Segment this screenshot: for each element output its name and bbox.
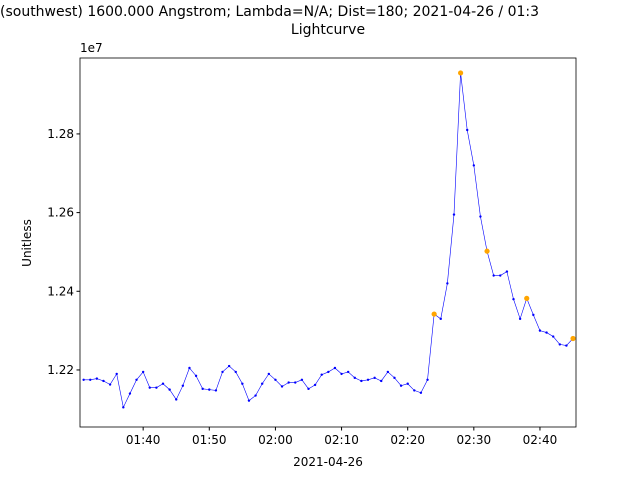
data-point <box>128 392 132 395</box>
data-point <box>373 376 376 380</box>
data-point <box>122 406 125 409</box>
data-point <box>565 344 568 347</box>
data-point <box>380 379 383 383</box>
data-point <box>260 382 264 385</box>
x-axis-label: 2021-04-26 <box>293 455 363 469</box>
data-point <box>320 373 323 376</box>
highlight-point <box>570 335 576 342</box>
x-tick-label: 02:10 <box>324 433 359 447</box>
y-tick-label: 1.28 <box>47 127 74 141</box>
data-point <box>366 378 370 381</box>
data-point <box>479 215 482 218</box>
data-point <box>241 382 244 385</box>
data-point <box>267 372 271 376</box>
data-point <box>426 378 429 381</box>
data-point <box>102 379 105 383</box>
data-point <box>492 274 495 277</box>
data-point <box>327 370 330 374</box>
x-tick-label: 01:50 <box>192 433 227 447</box>
data-point <box>439 317 442 321</box>
y-tick-label: 1.24 <box>47 284 74 298</box>
data-point <box>194 374 198 378</box>
data-point <box>221 370 224 374</box>
data-point <box>155 386 158 389</box>
data-point <box>89 378 92 381</box>
data-point <box>545 331 548 334</box>
data-point <box>446 282 449 285</box>
data-point <box>419 391 423 394</box>
highlight-point <box>431 311 437 317</box>
data-point <box>294 381 297 384</box>
data-point <box>300 378 304 381</box>
data-point <box>115 372 118 376</box>
data-point <box>227 364 231 368</box>
data-point <box>551 335 555 338</box>
data-point <box>353 376 356 380</box>
data-point <box>505 270 509 273</box>
data-point <box>333 366 337 370</box>
y-offset: 1e7 <box>80 41 103 55</box>
data-point <box>346 370 350 374</box>
data-point <box>274 378 277 381</box>
data-point <box>512 297 515 301</box>
data-point <box>499 274 502 277</box>
data-point <box>538 329 542 332</box>
data-point <box>168 388 171 391</box>
data-point <box>386 370 390 374</box>
data-point <box>208 388 211 391</box>
data-point <box>472 164 476 167</box>
x-tick-label: 02:20 <box>390 433 425 447</box>
highlight-point <box>484 248 490 254</box>
data-point <box>413 389 416 392</box>
y-axis-label: Unitless <box>20 219 34 267</box>
x-tick-label: 02:40 <box>523 433 558 447</box>
data-point <box>287 381 290 384</box>
data-point <box>181 384 185 387</box>
x-tick-label: 01:40 <box>126 433 161 447</box>
highlight-point <box>524 295 530 301</box>
data-point <box>393 376 396 380</box>
data-point <box>201 387 204 391</box>
data-point <box>161 382 165 385</box>
data-point <box>307 387 310 391</box>
data-point <box>82 378 85 381</box>
data-point <box>247 399 251 402</box>
data-point <box>360 379 363 383</box>
series-line <box>83 72 574 409</box>
data-point <box>452 213 456 216</box>
data-point <box>313 383 317 387</box>
data-point <box>214 389 218 392</box>
data-point <box>340 372 343 376</box>
data-point <box>234 370 237 374</box>
data-point <box>135 378 138 381</box>
data-point <box>532 313 535 317</box>
data-point <box>466 128 469 132</box>
data-point <box>399 384 403 387</box>
data-point <box>175 398 178 401</box>
chart-title: (southwest) 1600.000 Angstrom; Lambda=N/… <box>0 4 539 20</box>
chart-subtitle: Lightcurve <box>291 22 365 38</box>
data-point <box>141 370 145 374</box>
x-tick-label: 02:30 <box>457 433 492 447</box>
data-point <box>108 383 112 386</box>
data-point <box>406 382 409 385</box>
y-tick-label: 1.26 <box>47 206 74 220</box>
x-tick-label: 02:00 <box>258 433 293 447</box>
data-point <box>254 394 257 397</box>
plot-frame <box>79 57 577 428</box>
data-point <box>148 386 151 389</box>
data-point <box>95 377 99 380</box>
y-tick-label: 1.22 <box>47 363 74 377</box>
data-point <box>518 317 522 321</box>
data-point <box>558 343 561 346</box>
highlight-point <box>457 70 464 76</box>
data-point <box>280 385 284 388</box>
data-point <box>188 366 191 370</box>
